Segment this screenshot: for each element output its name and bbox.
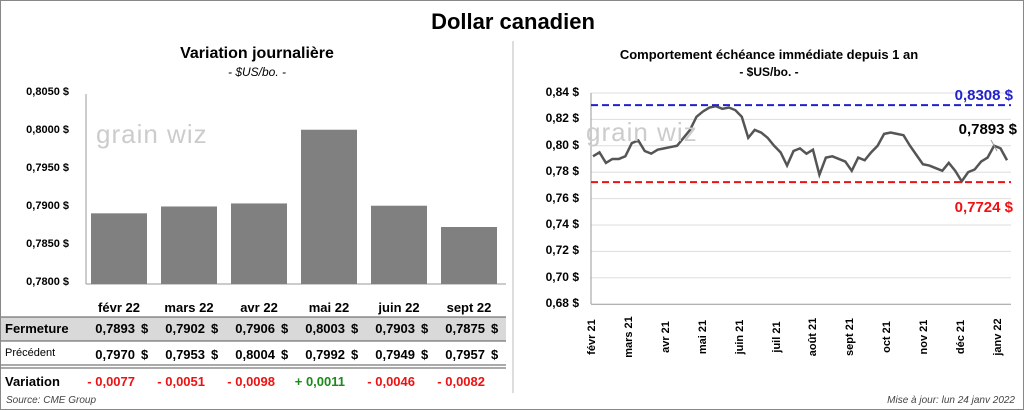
table-cell: 0,8004 [235,347,275,362]
y-tick-label: 0,8000 $ [26,124,69,136]
table-cell: - 0,0051 [157,374,205,389]
line-chart-subtitle: - $US/bo. - [739,65,799,79]
x-tick-label: juil 21 [770,321,783,353]
currency-symbol: $ [491,321,499,336]
line-chart-title: Comportement échéance immédiate depuis 1… [619,47,919,62]
currency-symbol: $ [281,321,289,336]
table-cell: 0,7970 [95,347,135,362]
bar [301,129,357,284]
table-cell: 0,7992 [305,347,345,362]
fermeture-row-bg [1,317,506,341]
bar-chart-title: Variation journalière [180,45,334,62]
y-tick-label: 0,78 $ [545,164,579,179]
table-cell: 0,8003 [305,321,345,336]
y-tick-label: 0,72 $ [545,243,579,258]
x-tick-label: juin 21 [733,319,746,355]
y-tick-label: 0,7850 $ [26,238,69,250]
x-tick-label: févr 22 [98,300,140,315]
last-value-leader [990,139,998,152]
bar [371,205,427,284]
currency-symbol: $ [281,347,289,362]
table-cell: 0,7949 [375,347,415,362]
bar [441,227,497,284]
table-cell: - 0,0098 [227,374,275,389]
x-tick-label: févr 21 [586,319,598,355]
row-label: Fermeture [5,321,69,336]
x-tick-label: mai 22 [308,300,350,315]
bar [231,203,287,284]
table-cell: 0,7953 [165,347,205,362]
x-tick-label: sept 21 [844,318,857,356]
max-label: 0,8308 $ [954,87,1013,104]
currency-symbol: $ [491,347,499,362]
watermark-logo: grain wiz [96,119,208,149]
y-tick-label: 0,8050 $ [26,86,69,98]
y-tick-label: 0,82 $ [545,111,579,126]
y-tick-label: 0,74 $ [545,217,579,231]
bar [91,213,147,284]
x-tick-label: avr 21 [659,321,672,353]
x-tick-label: juin 22 [378,300,420,315]
table-cell: 0,7903 [375,321,415,336]
watermark-logo: grain wiz [586,117,698,147]
currency-symbol: $ [141,321,149,336]
x-tick-label: sept 22 [446,300,492,315]
bar [161,206,217,284]
row-label: Variation [5,374,60,389]
source-note: Source: CME Group [6,395,97,406]
currency-symbol: $ [421,321,429,336]
y-tick-label: 0,80 $ [545,137,579,152]
bar-chart-subtitle: - $US/bo. - [227,65,287,79]
y-tick-label: 0,7950 $ [26,162,69,174]
x-tick-label: mai 21 [696,319,709,355]
x-tick-label: déc 21 [955,319,967,355]
currency-symbol: $ [351,321,359,336]
y-tick-label: 0,68 $ [545,296,579,311]
y-tick-label: 0,84 $ [545,85,579,99]
y-tick-label: 0,7900 $ [26,200,69,212]
table-cell: + 0,0011 [294,374,345,389]
currency-symbol: $ [141,347,149,362]
table-cell: - 0,0046 [367,374,415,389]
updated-note: Mise à jour: lun 24 janv 2022 [887,395,1015,406]
table-cell: - 0,0077 [87,374,135,389]
currency-symbol: $ [421,347,429,362]
currency-symbol: $ [211,347,219,362]
x-tick-label: nov 21 [918,319,931,355]
last-value-label: 0,7893 $ [958,121,1017,138]
x-tick-label: mars 22 [164,300,214,315]
x-tick-label: avr 22 [240,300,278,315]
row-label: Précédent [5,347,56,359]
y-tick-label: 0,76 $ [545,190,579,205]
x-tick-label: janv 22 [991,318,1004,356]
x-tick-label: mars 21 [622,316,635,358]
y-tick-label: 0,70 $ [545,269,579,284]
currency-symbol: $ [351,347,359,362]
y-tick-label: 0,7800 $ [26,276,69,288]
page-title: Dollar canadien [431,9,595,34]
currency-symbol: $ [211,321,219,336]
table-cell: 0,7957 [445,347,485,362]
table-cell: 0,7906 [235,321,275,336]
x-tick-label: oct 21 [881,321,894,353]
table-cell: 0,7893 [95,321,135,336]
table-cell: 0,7875 [445,321,485,336]
table-cell: - 0,0082 [437,374,485,389]
price-line [592,104,1009,184]
x-tick-label: août 21 [807,317,820,357]
min-label: 0,7724 $ [954,199,1013,216]
table-cell: 0,7902 [165,321,205,336]
